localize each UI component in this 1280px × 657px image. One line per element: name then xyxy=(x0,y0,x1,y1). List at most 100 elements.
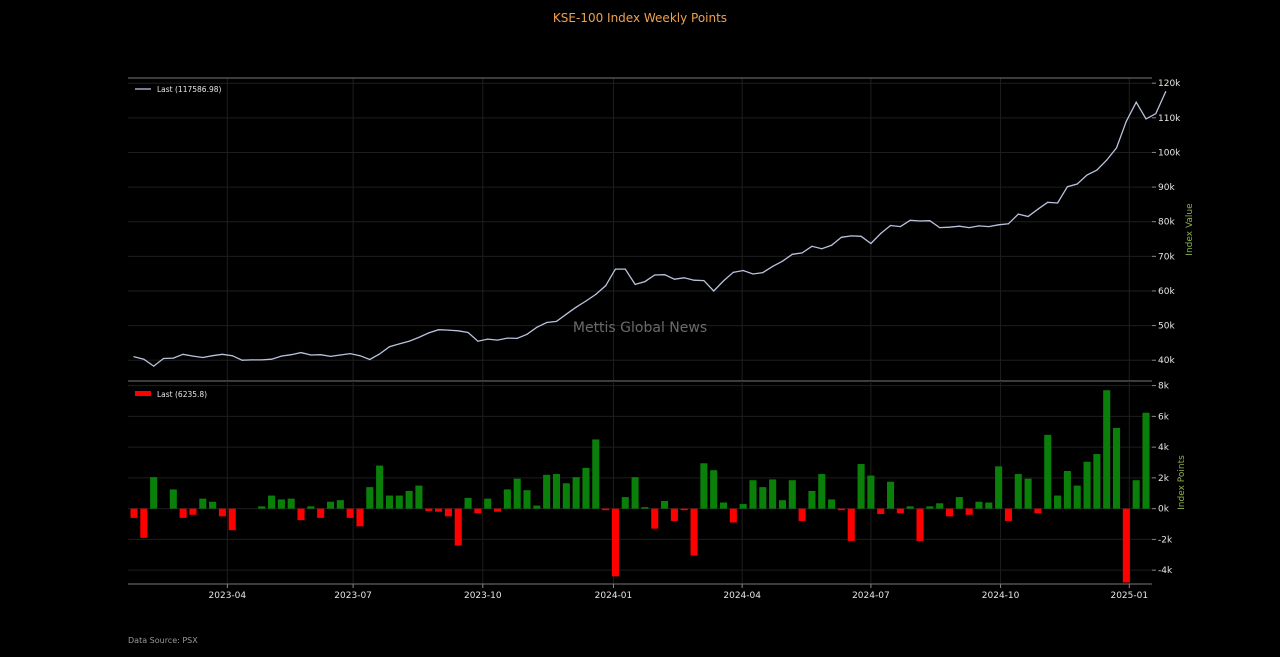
line-point xyxy=(1047,201,1049,203)
watermark: Mettis Global News xyxy=(573,320,707,336)
negative-bar xyxy=(356,508,364,527)
positive-bar xyxy=(710,470,718,509)
line-point xyxy=(437,329,440,331)
line-point xyxy=(339,354,341,356)
positive-bar xyxy=(1024,478,1032,509)
positive-bar xyxy=(828,499,836,509)
negative-bar xyxy=(847,508,855,541)
positive-bar xyxy=(523,490,531,509)
positive-bar xyxy=(513,478,521,509)
positive-bar xyxy=(906,506,914,509)
y-tick-label: 40k xyxy=(1158,356,1175,366)
positive-bar xyxy=(552,474,561,509)
y-tick-label: 100k xyxy=(1158,148,1181,158)
line-point xyxy=(447,329,450,331)
positive-bar xyxy=(818,474,826,509)
positive-bar xyxy=(749,480,757,509)
x-tick-label: 2023-07 xyxy=(334,591,372,601)
line-point xyxy=(428,332,430,334)
negative-bar xyxy=(189,508,197,515)
y-axis-label-index-value: Index Value xyxy=(1185,203,1195,256)
negative-bar xyxy=(896,508,904,514)
line-point xyxy=(811,245,813,247)
negative-bar xyxy=(965,508,973,515)
line-point xyxy=(133,356,135,358)
line-point xyxy=(241,359,243,361)
line-point xyxy=(192,355,194,357)
positive-bar xyxy=(867,475,875,509)
line-point xyxy=(772,265,774,267)
positive-bar xyxy=(582,467,590,509)
positive-bar xyxy=(209,501,217,509)
positive-bar xyxy=(778,500,787,509)
positive-bar xyxy=(268,495,276,509)
negative-bar xyxy=(1004,508,1012,521)
line-point xyxy=(329,355,332,358)
y-tick-label: 4k xyxy=(1158,443,1170,453)
line-point xyxy=(565,313,567,315)
negative-bar xyxy=(435,508,443,512)
line-point xyxy=(713,290,715,292)
line-point xyxy=(978,225,980,227)
positive-bar xyxy=(277,499,285,509)
negative-bar xyxy=(602,508,610,511)
negative-bar xyxy=(1122,508,1130,583)
positive-bar xyxy=(464,497,472,509)
negative-bar xyxy=(444,508,452,517)
x-tick-label: 2024-01 xyxy=(595,591,633,601)
positive-bar xyxy=(1054,495,1062,509)
positive-bar xyxy=(326,501,335,509)
line-point xyxy=(958,225,960,227)
line-point xyxy=(251,359,253,361)
line-point xyxy=(408,340,410,342)
positive-bar xyxy=(769,479,777,509)
negative-bar xyxy=(297,508,305,521)
negative-bar xyxy=(317,508,325,518)
line-point xyxy=(1145,118,1147,120)
x-tick-label: 2024-07 xyxy=(852,591,890,601)
line-point xyxy=(506,337,508,339)
legend-bar-label: Last (6235.8) xyxy=(157,390,207,399)
y-tick-label: 120k xyxy=(1158,79,1181,89)
line-point xyxy=(369,358,371,361)
positive-bar xyxy=(759,487,767,509)
line-point xyxy=(830,244,833,246)
negative-bar xyxy=(945,508,954,517)
line-point xyxy=(880,232,882,235)
negative-bar xyxy=(425,508,433,511)
line-point xyxy=(703,279,705,282)
positive-bar xyxy=(533,505,541,509)
line-point xyxy=(988,225,990,228)
line-point xyxy=(644,281,646,283)
positive-bar xyxy=(376,465,384,509)
line-point xyxy=(605,285,607,287)
positive-bar xyxy=(739,504,747,509)
x-tick-label: 2023-10 xyxy=(464,591,502,601)
line-point xyxy=(889,224,892,227)
line-point xyxy=(526,333,528,335)
line-point xyxy=(634,283,636,285)
line-point xyxy=(487,338,489,340)
negative-bar xyxy=(228,508,236,531)
y-tick-label: 90k xyxy=(1158,183,1175,193)
positive-bar xyxy=(631,477,639,509)
line-point xyxy=(968,226,970,229)
positive-bar xyxy=(366,487,374,509)
line-point xyxy=(654,274,656,276)
line-point xyxy=(320,354,322,356)
negative-bar xyxy=(877,508,885,515)
line-point xyxy=(929,220,931,222)
line-point xyxy=(388,346,391,348)
line-point xyxy=(212,355,214,357)
line-point xyxy=(821,248,823,250)
line-point xyxy=(595,293,597,296)
line-point xyxy=(1135,101,1137,103)
positive-bar xyxy=(1014,474,1022,509)
line-point xyxy=(801,252,803,254)
y-tick-label: 6k xyxy=(1158,412,1170,422)
line-point xyxy=(231,355,233,357)
negative-bar xyxy=(474,508,482,514)
x-tick-label: 2023-04 xyxy=(209,591,247,601)
line-point xyxy=(1155,113,1157,115)
positive-bar xyxy=(1093,454,1101,509)
